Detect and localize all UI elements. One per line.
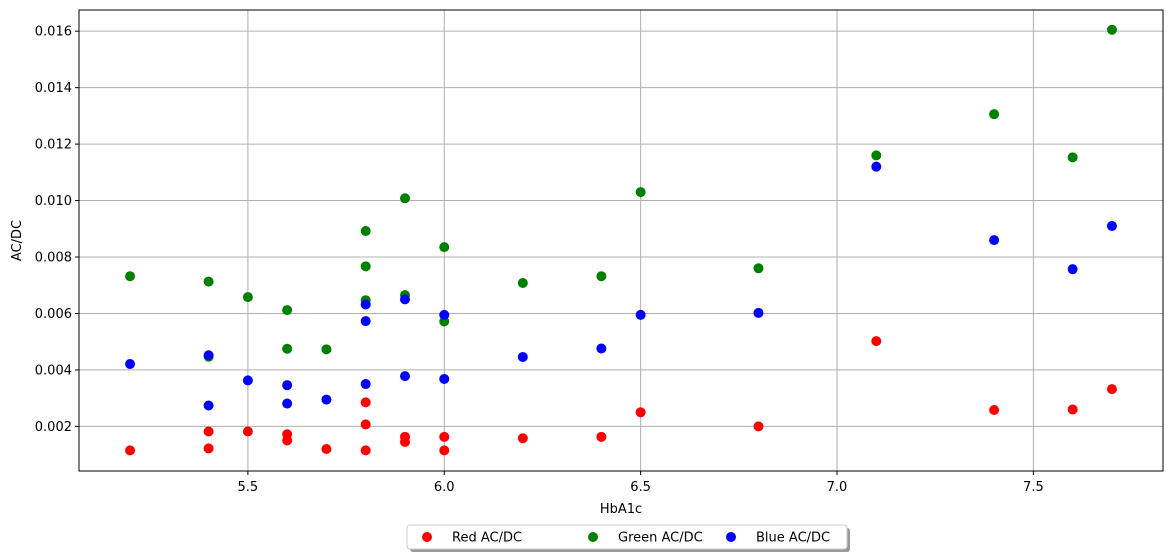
data-point bbox=[203, 443, 214, 454]
data-point bbox=[360, 379, 371, 390]
data-point bbox=[1067, 404, 1078, 415]
data-point bbox=[1106, 24, 1117, 35]
y-tick-label: 0.006 bbox=[35, 307, 72, 322]
plot-frame bbox=[78, 9, 1164, 472]
data-point bbox=[360, 261, 371, 272]
y-tick-label: 0.004 bbox=[35, 363, 72, 378]
y-axis-ticks: 0.002 0.004 0.006 0.008 0.010 0.012 0.014 0.016 bbox=[35, 25, 79, 435]
data-point bbox=[871, 161, 882, 172]
data-point bbox=[399, 193, 410, 204]
data-point bbox=[321, 344, 332, 355]
data-point bbox=[321, 394, 332, 405]
legend-marker bbox=[422, 532, 432, 542]
x-axis-label: HbA1c bbox=[600, 502, 642, 517]
data-point bbox=[203, 276, 214, 287]
data-point bbox=[282, 398, 293, 409]
data-point bbox=[517, 277, 528, 288]
data-point bbox=[360, 299, 371, 310]
data-point bbox=[203, 400, 214, 411]
data-point bbox=[321, 443, 332, 454]
data-point bbox=[399, 371, 410, 382]
data-point bbox=[517, 351, 528, 362]
data-point bbox=[989, 109, 1000, 120]
x-tick-label: 6.0 bbox=[434, 480, 455, 495]
data-point bbox=[439, 242, 450, 253]
data-point bbox=[439, 445, 450, 456]
data-point bbox=[282, 380, 293, 391]
data-point bbox=[517, 433, 528, 444]
data-point bbox=[125, 359, 136, 370]
data-point bbox=[596, 431, 607, 442]
legend-box bbox=[406, 524, 848, 550]
x-tick-label: 5.5 bbox=[238, 480, 259, 495]
x-tick-label: 7.5 bbox=[1023, 480, 1044, 495]
y-tick-label: 0.010 bbox=[35, 194, 72, 209]
data-point bbox=[360, 226, 371, 237]
grid-lines bbox=[79, 10, 1163, 471]
data-point bbox=[242, 375, 253, 386]
data-point bbox=[439, 373, 450, 384]
y-axis-label: AC/DC bbox=[10, 220, 25, 261]
data-point bbox=[203, 350, 214, 361]
x-tick-label: 7.0 bbox=[827, 480, 848, 495]
data-point bbox=[871, 150, 882, 161]
data-point bbox=[282, 435, 293, 446]
data-point bbox=[635, 407, 646, 418]
data-point bbox=[753, 421, 764, 432]
legend-marker bbox=[726, 532, 736, 542]
data-point bbox=[1106, 384, 1117, 395]
data-point bbox=[125, 445, 136, 456]
data-point bbox=[635, 309, 646, 320]
data-points bbox=[125, 24, 1117, 456]
data-point bbox=[360, 419, 371, 430]
legend-label: Blue AC/DC bbox=[756, 531, 830, 546]
data-point bbox=[242, 426, 253, 437]
data-point bbox=[282, 343, 293, 354]
data-point bbox=[399, 294, 410, 305]
data-point bbox=[1067, 152, 1078, 163]
legend: Red AC/DC Green AC/DC Blue AC/DC bbox=[406, 524, 850, 552]
data-point bbox=[753, 307, 764, 318]
data-point bbox=[439, 309, 450, 320]
data-point bbox=[360, 316, 371, 327]
x-tick-label: 6.5 bbox=[630, 480, 651, 495]
data-point bbox=[282, 305, 293, 316]
data-point bbox=[635, 187, 646, 198]
y-tick-label: 0.016 bbox=[35, 25, 72, 40]
x-axis-ticks: 5.5 6.0 6.5 7.0 7.5 bbox=[238, 471, 1044, 495]
data-point bbox=[596, 343, 607, 354]
data-point bbox=[360, 445, 371, 456]
y-tick-label: 0.008 bbox=[35, 251, 72, 266]
data-point bbox=[242, 292, 253, 303]
data-point bbox=[399, 436, 410, 447]
data-point bbox=[989, 235, 1000, 246]
y-tick-label: 0.012 bbox=[35, 138, 72, 153]
data-point bbox=[753, 263, 764, 274]
data-point bbox=[596, 271, 607, 282]
legend-marker bbox=[588, 532, 598, 542]
y-tick-label: 0.002 bbox=[35, 420, 72, 435]
legend-label: Green AC/DC bbox=[618, 531, 703, 546]
y-tick-label: 0.014 bbox=[35, 81, 72, 96]
data-point bbox=[1106, 220, 1117, 231]
data-point bbox=[360, 397, 371, 408]
data-point bbox=[871, 336, 882, 347]
legend-label: Red AC/DC bbox=[452, 531, 522, 546]
data-point bbox=[989, 405, 1000, 416]
data-point bbox=[203, 426, 214, 437]
data-point bbox=[439, 431, 450, 442]
data-point bbox=[125, 271, 136, 282]
data-point bbox=[1067, 264, 1078, 275]
